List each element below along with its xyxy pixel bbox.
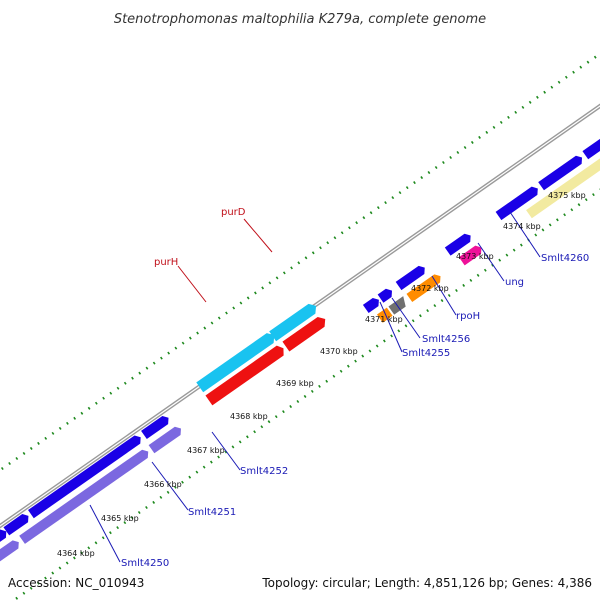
accession-text: Accession: NC_010943 — [8, 576, 144, 590]
tick-label: 4375 kbp — [548, 191, 586, 200]
gene-label-purH[interactable]: purH — [154, 257, 178, 268]
tick-label: 4364 kbp — [57, 549, 95, 558]
gene-smlt4256-feature[interactable] — [388, 296, 408, 315]
tick-label: 4372 kbp — [411, 284, 449, 293]
gene-feature-blue[interactable] — [28, 433, 144, 519]
gene-smlt4251-feature[interactable] — [19, 447, 151, 544]
tick-label: 4374 kbp — [503, 222, 541, 231]
gene-rpoH-feature[interactable] — [406, 272, 443, 303]
tick-label: 4368 kbp — [230, 412, 268, 421]
forward-strand-row-right — [362, 134, 600, 314]
gene-purH-feature-continued[interactable] — [269, 301, 319, 342]
gene-feature-blue[interactable] — [395, 264, 428, 291]
gene-purD-feature[interactable] — [205, 343, 286, 406]
gene-label-smlt4260[interactable]: Smlt4260 — [541, 253, 589, 264]
gene-purD-feature-continued[interactable] — [282, 314, 328, 352]
gene-feature-blue[interactable] — [444, 231, 474, 256]
gene-label-leaders — [89, 211, 541, 563]
gene-feature-blue[interactable] — [377, 286, 395, 303]
tick-label: 4371 kbp — [365, 315, 403, 324]
gene-feature-blue[interactable] — [141, 414, 171, 440]
gene-label-smlt4251[interactable]: Smlt4251 — [188, 507, 236, 518]
gene-smlt4250-feature[interactable] — [0, 538, 22, 576]
gene-label-smlt4255[interactable]: Smlt4255 — [402, 348, 450, 359]
gene-ung-feature[interactable] — [458, 243, 484, 266]
gene-feature-pale-yellow[interactable] — [526, 153, 600, 219]
tick-label: 4366 kbp — [144, 480, 182, 489]
gene-label-leaders-red — [177, 218, 273, 303]
gc-track-inner — [12, 188, 600, 600]
gene-label-smlt4256[interactable]: Smlt4256 — [422, 334, 470, 345]
gene-label-purD[interactable]: purD — [221, 207, 246, 218]
tick-label: 4365 kbp — [101, 514, 139, 523]
gene-label-ung[interactable]: ung — [505, 277, 524, 288]
tick-label: 4369 kbp — [276, 379, 314, 388]
gene-features — [0, 134, 600, 576]
gene-feature-blue[interactable] — [3, 512, 31, 536]
map-title: Stenotrophomonas maltophilia K279a, comp… — [114, 12, 486, 27]
topology-summary: Topology: circular; Length: 4,851,126 bp… — [261, 576, 592, 590]
tick-label: 4367 kbp — [187, 446, 225, 455]
gene-feature-blue[interactable] — [582, 134, 600, 160]
tick-label: 4370 kbp — [320, 347, 358, 356]
kbp-ticks: 4364 kbp 4365 kbp 4366 kbp 4367 kbp 4368… — [57, 191, 586, 558]
gene-feature-blue[interactable] — [495, 184, 541, 221]
gene-label-rpoH[interactable]: rpoH — [456, 311, 480, 322]
gene-labels: Smlt4250 Smlt4251 Smlt4252 purH purD Sml… — [121, 207, 589, 569]
gene-label-smlt4250[interactable]: Smlt4250 — [121, 558, 169, 569]
gc-track-outer — [0, 52, 600, 472]
gene-feature-blue[interactable] — [362, 296, 382, 314]
forward-strand-row-left — [0, 414, 171, 563]
gene-purH-feature[interactable] — [196, 330, 277, 393]
tick-label: 4373 kbp — [456, 252, 494, 261]
lavender-strand-row — [0, 424, 184, 576]
gene-label-smlt4252[interactable]: Smlt4252 — [240, 466, 288, 477]
gene-smlt4255-feature[interactable] — [377, 307, 393, 323]
gene-smlt4252-feature[interactable] — [148, 424, 184, 454]
gene-smlt4260-feature[interactable] — [538, 153, 585, 191]
